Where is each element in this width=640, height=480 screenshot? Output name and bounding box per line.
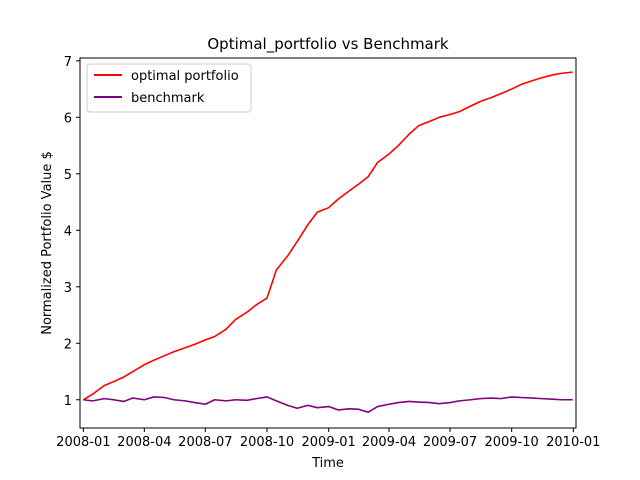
chart-title: Optimal_portfolio vs Benchmark xyxy=(207,35,449,54)
series-line-optimal-portfolio xyxy=(82,71,573,401)
series-line-benchmark xyxy=(83,396,573,413)
x-tick-label: 2009-04 xyxy=(362,435,416,450)
legend-label-benchmark: benchmark xyxy=(131,91,205,106)
y-axis-label: Normalized Portfolio Value $ xyxy=(40,151,55,335)
x-tick-label: 2008-01 xyxy=(56,435,110,450)
x-axis-ticks: 2008-01 2008-04 2008-07 2008-10 2009-01 2009-… xyxy=(56,428,600,450)
y-tick-label: 6 xyxy=(64,111,72,126)
legend-label-optimal-portfolio: optimal portfolio xyxy=(131,69,239,84)
y-tick-label: 4 xyxy=(64,224,72,239)
legend-box xyxy=(86,63,252,113)
y-tick-label: 5 xyxy=(64,168,72,183)
plot-lines xyxy=(82,71,573,413)
x-tick-label: 2009-10 xyxy=(484,435,538,450)
x-tick-label: 2008-07 xyxy=(178,435,232,450)
x-axis-label: Time xyxy=(311,456,344,471)
y-tick-label: 2 xyxy=(64,337,72,352)
x-tick-label: 2009-01 xyxy=(302,435,356,450)
plot-frame xyxy=(79,57,577,429)
legend: optimal portfolio benchmark xyxy=(86,63,252,113)
y-tick-label: 7 xyxy=(64,55,72,70)
x-tick-label: 2008-04 xyxy=(117,435,171,450)
x-tick-label: 2008-10 xyxy=(240,435,294,450)
y-axis-ticks: 1 2 3 4 5 6 7 xyxy=(64,55,80,409)
y-tick-label: 1 xyxy=(64,394,72,409)
y-tick-label: 3 xyxy=(64,281,72,296)
x-tick-label: 2009-07 xyxy=(423,435,477,450)
x-tick-label: 2010-01 xyxy=(546,435,600,450)
